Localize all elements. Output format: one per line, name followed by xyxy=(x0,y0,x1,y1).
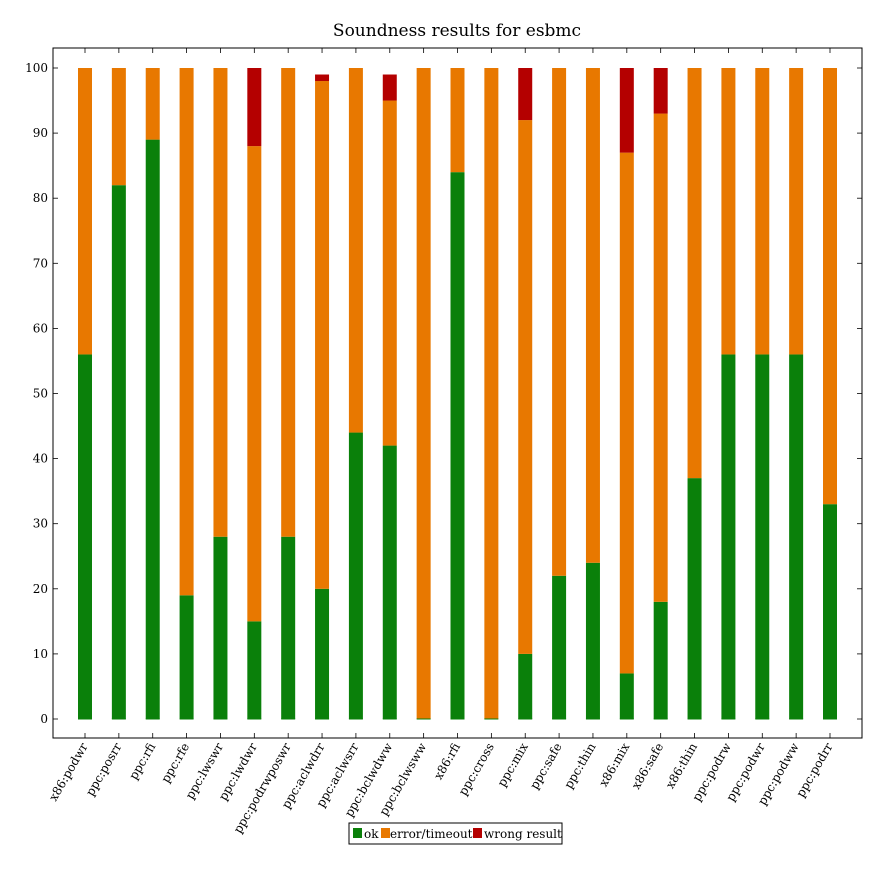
bar-ok-13 xyxy=(518,653,533,719)
bar-wrong-result-13 xyxy=(518,68,533,121)
bar-error-timeout-10 xyxy=(416,68,431,719)
bar-error-timeout-4 xyxy=(213,68,228,537)
bar-ok-0 xyxy=(78,354,92,719)
bar-wrong-result-7 xyxy=(315,74,330,82)
bar-error-timeout-20 xyxy=(755,68,770,355)
bar-error-timeout-12 xyxy=(484,68,499,719)
legend-swatch-ok xyxy=(353,828,362,838)
y-tick-label: 10 xyxy=(33,647,48,661)
bar-ok-20 xyxy=(755,354,770,719)
x-tick-label: ppc:mix xyxy=(495,740,531,789)
x-tick-label: ppc:rfi xyxy=(126,741,158,783)
bar-error-timeout-9 xyxy=(382,100,397,446)
bar-wrong-result-9 xyxy=(382,74,397,101)
y-tick-label: 90 xyxy=(33,126,48,140)
y-tick-label: 80 xyxy=(33,191,48,205)
bar-ok-8 xyxy=(348,432,363,719)
bar-error-timeout-5 xyxy=(247,146,262,622)
bar-ok-11 xyxy=(450,172,465,719)
bar-error-timeout-6 xyxy=(281,68,296,537)
y-tick-label: 20 xyxy=(33,582,48,596)
legend-box xyxy=(348,822,563,845)
bar-error-timeout-3 xyxy=(179,68,194,596)
legend-label-wrong-result: wrong result xyxy=(484,827,562,841)
bar-ok-3 xyxy=(179,595,194,719)
bar-ok-5 xyxy=(247,621,262,719)
y-tick-label: 40 xyxy=(33,452,48,466)
y-tick-label: 70 xyxy=(33,256,48,270)
bar-error-timeout-0 xyxy=(78,68,92,355)
bar-error-timeout-18 xyxy=(687,68,702,479)
x-tick-label: x86:mix xyxy=(596,740,632,789)
bar-ok-18 xyxy=(687,478,702,719)
x-tick-label: x86:safe xyxy=(629,741,667,792)
bar-error-timeout-15 xyxy=(585,68,600,563)
y-tick-label: 30 xyxy=(33,517,48,531)
bar-ok-14 xyxy=(552,575,567,719)
bar-ok-15 xyxy=(585,562,600,719)
bar-ok-1 xyxy=(111,185,126,719)
bar-ok-19 xyxy=(721,354,736,719)
legend-label-error-timeout: error/timeout xyxy=(390,827,473,841)
bar-error-timeout-2 xyxy=(145,68,160,140)
x-tick-label: ppc:safe xyxy=(527,741,565,792)
bar-wrong-result-17 xyxy=(653,68,668,114)
bar-error-timeout-11 xyxy=(450,68,465,173)
bar-error-timeout-7 xyxy=(315,81,330,589)
x-tick-label: x86:rfi xyxy=(431,741,463,782)
bar-ok-6 xyxy=(281,536,296,719)
legend: ok error/timeout wrong result xyxy=(348,822,563,845)
bar-wrong-result-5 xyxy=(247,68,262,147)
bar-error-timeout-17 xyxy=(653,113,668,602)
y-tick-label: 100 xyxy=(25,61,48,75)
legend-label-ok: ok xyxy=(364,827,379,841)
bar-error-timeout-8 xyxy=(348,68,363,433)
bar-error-timeout-13 xyxy=(518,120,533,654)
y-tick-label: 0 xyxy=(40,712,48,726)
bar-error-timeout-22 xyxy=(823,68,837,505)
x-tick-label: ppc:rfe xyxy=(158,741,192,786)
legend-swatch-wrong-result xyxy=(473,828,482,838)
bar-wrong-result-16 xyxy=(619,68,634,153)
bar-ok-7 xyxy=(315,588,330,719)
plot-area: 0102030405060708090100x86:podwrppc:posrr… xyxy=(25,47,863,836)
bar-ok-4 xyxy=(213,536,228,719)
x-tick-label: x86:thin xyxy=(663,740,700,791)
legend-swatch-error-timeout xyxy=(381,828,390,838)
bar-ok-9 xyxy=(382,445,397,719)
bar-error-timeout-14 xyxy=(552,68,567,576)
y-tick-label: 60 xyxy=(33,321,48,335)
bar-ok-16 xyxy=(619,673,634,719)
bar-ok-17 xyxy=(653,601,668,719)
bar-error-timeout-16 xyxy=(619,152,634,674)
bar-error-timeout-19 xyxy=(721,68,736,355)
bar-error-timeout-1 xyxy=(111,68,126,186)
bar-ok-21 xyxy=(789,354,804,719)
bar-ok-22 xyxy=(823,504,837,719)
x-tick-label: x86:podwr xyxy=(46,740,91,803)
chart-title: Soundness results for esbmc xyxy=(333,21,581,41)
bar-error-timeout-21 xyxy=(789,68,804,355)
bar-ok-2 xyxy=(145,139,160,720)
x-tick-label: ppc:thin xyxy=(561,740,598,791)
y-tick-label: 50 xyxy=(33,387,48,401)
